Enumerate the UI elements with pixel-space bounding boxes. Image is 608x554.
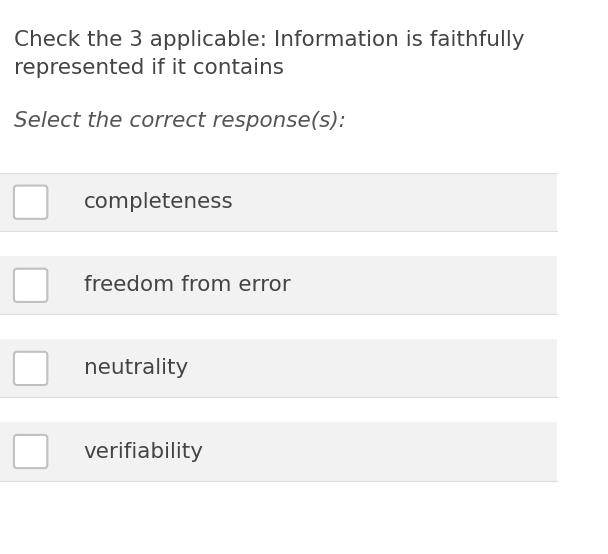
FancyBboxPatch shape — [0, 422, 557, 480]
Text: represented if it contains: represented if it contains — [14, 58, 284, 78]
Text: completeness: completeness — [83, 192, 233, 212]
FancyBboxPatch shape — [14, 435, 47, 468]
Text: Check the 3 applicable: Information is faithfully: Check the 3 applicable: Information is f… — [14, 30, 525, 50]
Text: freedom from error: freedom from error — [83, 275, 290, 295]
Text: Select the correct response(s):: Select the correct response(s): — [14, 111, 346, 131]
Text: neutrality: neutrality — [83, 358, 188, 378]
FancyBboxPatch shape — [14, 186, 47, 219]
Text: verifiability: verifiability — [83, 442, 204, 461]
FancyBboxPatch shape — [14, 269, 47, 302]
FancyBboxPatch shape — [0, 256, 557, 315]
FancyBboxPatch shape — [0, 173, 557, 232]
FancyBboxPatch shape — [14, 352, 47, 385]
FancyBboxPatch shape — [0, 339, 557, 398]
